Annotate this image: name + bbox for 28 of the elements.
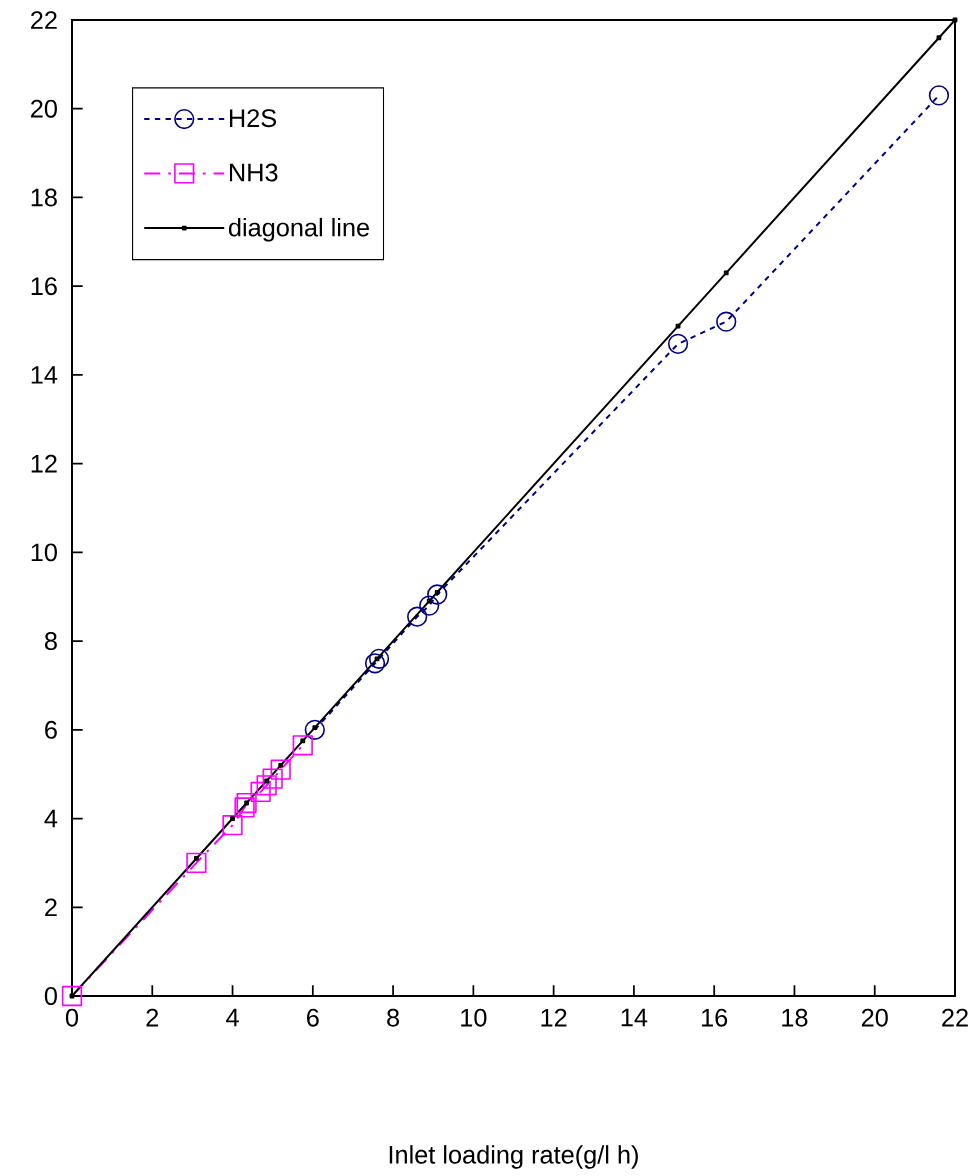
x-tick-label: 16 xyxy=(702,1008,728,1027)
y-tick-label: 4 xyxy=(44,809,58,828)
x-tick-label: 22 xyxy=(942,1008,968,1027)
x-tick-label: 18 xyxy=(782,1008,808,1027)
x-tick-label: 0 xyxy=(65,1008,79,1027)
x-tick-label: 2 xyxy=(146,1008,159,1027)
x-tick-label: 4 xyxy=(226,1008,239,1027)
y-tick-label: 14 xyxy=(31,366,58,384)
y-tick-label: 18 xyxy=(31,188,57,207)
y-tick-label: 2 xyxy=(45,898,57,917)
y-tick-label: 16 xyxy=(31,277,57,296)
x-tick-label: 6 xyxy=(307,1008,319,1027)
y-tick-label: 0 xyxy=(44,987,57,1005)
y-tick-label: 6 xyxy=(45,720,57,739)
y-tick-label: 20 xyxy=(31,99,57,118)
x-tick-label: 20 xyxy=(861,1008,888,1027)
x-tick-label: 12 xyxy=(541,1008,567,1027)
y-tick-label: 10 xyxy=(31,543,57,562)
y-tick-label: 12 xyxy=(31,454,57,473)
x-tick-label: 10 xyxy=(461,1008,487,1027)
x-axis-title: Inlet loading rate(g/l h) xyxy=(389,1145,638,1169)
y-tick-label: 8 xyxy=(44,632,57,651)
legend-label: H2S xyxy=(229,109,277,128)
legend-label: diagonal line xyxy=(228,217,369,242)
x-tick-label: 14 xyxy=(621,1008,648,1027)
y-tick-label: 22 xyxy=(31,11,57,29)
legend-label: NH3 xyxy=(229,163,278,182)
x-tick-label: 8 xyxy=(387,1008,400,1027)
